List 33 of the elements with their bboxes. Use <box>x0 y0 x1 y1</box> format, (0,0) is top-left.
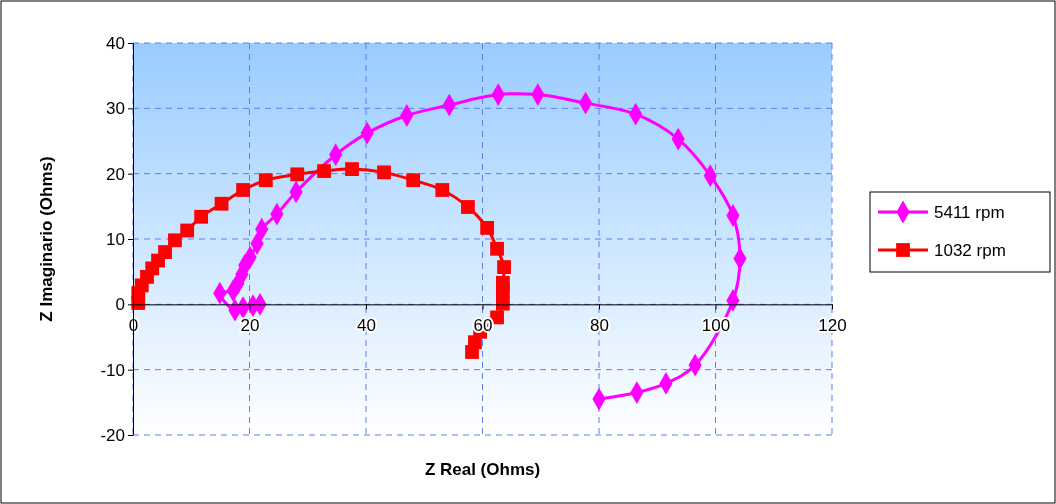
point <box>290 167 305 182</box>
y-tick-label: 20 <box>106 164 125 184</box>
x-axis-title: Z Real (Ohms) <box>424 460 541 479</box>
y-tick-label: -20 <box>100 425 125 445</box>
y-tick-label: -10 <box>100 360 125 380</box>
legend-label: 5411 rpm <box>934 203 1005 222</box>
point <box>496 275 510 290</box>
x-tick-label: 80 <box>590 316 609 336</box>
y-tick-label: 30 <box>106 99 125 119</box>
point <box>497 260 511 274</box>
point <box>258 173 273 188</box>
y-tick-label: 40 <box>106 33 125 53</box>
point <box>214 196 229 211</box>
point <box>317 164 331 178</box>
point <box>377 165 391 180</box>
legend-label: 1032 rpm <box>934 241 1006 260</box>
point <box>180 223 195 238</box>
x-tick-label: 40 <box>357 316 376 336</box>
y-axis-title: Z Imaginario (Ohms) <box>37 156 56 322</box>
y-tick-label: 10 <box>106 229 125 249</box>
y-tick-label: 0 <box>115 295 125 315</box>
point <box>406 173 421 188</box>
x-tick-label: 20 <box>240 316 260 336</box>
point <box>236 183 250 197</box>
point <box>345 162 359 176</box>
point <box>490 241 504 256</box>
point <box>480 221 495 235</box>
point <box>435 183 450 197</box>
point <box>131 296 146 310</box>
point <box>194 209 209 224</box>
point <box>461 200 475 214</box>
x-tick-label: 120 <box>818 316 847 336</box>
point <box>168 233 182 248</box>
